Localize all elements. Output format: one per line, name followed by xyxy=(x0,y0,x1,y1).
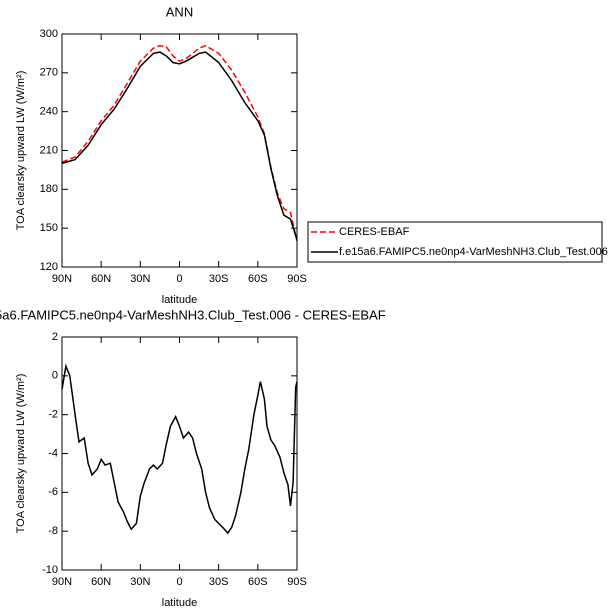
x-tick-label: 30N xyxy=(130,576,150,588)
plot-frame xyxy=(61,33,298,268)
x-tick-label: 60S xyxy=(248,576,268,588)
x-tick-label: 90S xyxy=(287,576,307,588)
x-tick-label: 90S xyxy=(287,273,307,285)
y-tick-label: 0 xyxy=(52,370,58,382)
x-tick-label: 0 xyxy=(176,576,182,588)
plot-frame xyxy=(61,336,298,571)
x-tick-label: 30S xyxy=(209,273,229,285)
y-axis-label: TOA clearsky upward LW (W/m²) xyxy=(15,71,27,231)
y-tick-label: -10 xyxy=(42,564,58,576)
y-axis-label: TOA clearsky upward LW (W/m²) xyxy=(15,374,27,534)
x-tick-label: 90N xyxy=(52,576,72,588)
x-tick-label: 60S xyxy=(248,273,268,285)
y-tick-label: 2 xyxy=(52,331,58,343)
x-tick-label: 90N xyxy=(52,273,72,285)
y-tick-label: 150 xyxy=(40,222,58,234)
y-tick-label: -2 xyxy=(48,409,58,421)
x-tick-label: 30N xyxy=(130,273,150,285)
chart-title: f.e15a6.FAMIPC5.ne0np4-VarMeshNH3.Club_T… xyxy=(0,307,386,322)
x-axis-label: latitude xyxy=(162,597,197,609)
data-line xyxy=(61,51,298,241)
y-tick-label: 120 xyxy=(40,261,58,273)
y-tick-label: -6 xyxy=(48,486,58,498)
y-tick-label: 210 xyxy=(40,144,58,156)
chart-title: ANN xyxy=(166,4,193,19)
y-tick-label: -4 xyxy=(48,447,58,459)
legend-box xyxy=(307,221,603,263)
y-tick-label: 180 xyxy=(40,183,58,195)
data-line xyxy=(61,44,298,242)
y-tick-label: -8 xyxy=(48,525,58,537)
legend-label: CERES-EBAF xyxy=(339,226,410,238)
x-tick-label: 30S xyxy=(209,576,229,588)
legend-label: f.e15a6.FAMIPC5.ne0np4-VarMeshNH3.Club_T… xyxy=(339,246,608,258)
y-tick-label: 240 xyxy=(40,106,58,118)
data-line xyxy=(61,363,298,535)
x-tick-label: 0 xyxy=(176,273,182,285)
y-tick-label: 270 xyxy=(40,67,58,79)
y-tick-label: 300 xyxy=(40,28,58,40)
x-axis-label: latitude xyxy=(162,294,197,306)
x-tick-label: 60N xyxy=(91,273,111,285)
x-tick-label: 60N xyxy=(91,576,111,588)
